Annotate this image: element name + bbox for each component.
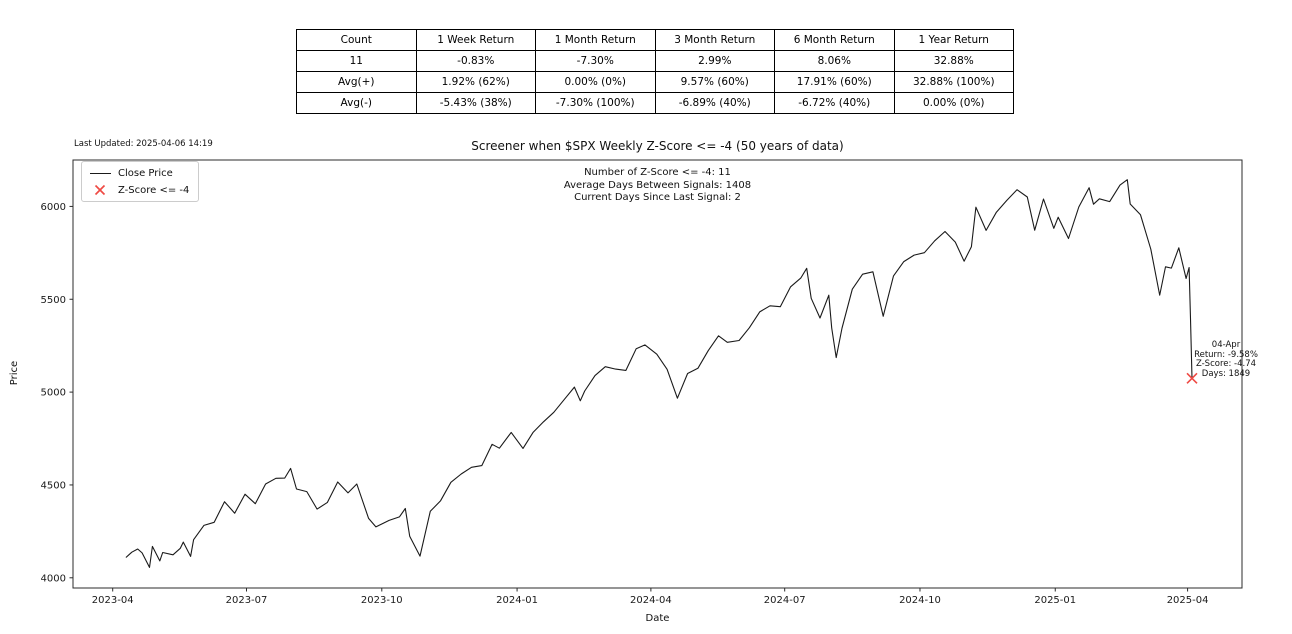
last-updated-text: Last Updated: 2025-04-06 14:19 — [74, 139, 213, 149]
table-cell: Avg(-) — [296, 92, 417, 114]
y-tick-label: 6000 — [41, 202, 66, 213]
table-header-row: Count 1 Week Return 1 Month Return 3 Month … — [296, 29, 1014, 51]
table-cell: 0.00% (0%) — [893, 92, 1014, 114]
signal-annotation-line: 04-Apr — [1211, 340, 1241, 350]
legend-label: Close Price — [118, 167, 173, 179]
x-tick-label: 2023-10 — [361, 595, 403, 606]
chart-title: Screener when $SPX Weekly Z-Score <= -4 … — [471, 139, 844, 153]
x-tick-label: 2024-04 — [630, 595, 672, 606]
stats-annotation-line: Current Days Since Last Signal: 2 — [574, 192, 741, 203]
y-tick-label: 5500 — [41, 295, 66, 306]
x-marker-icon — [89, 184, 111, 196]
y-tick-label: 4500 — [41, 480, 66, 491]
stats-annotation-line: Average Days Between Signals: 1408 — [563, 179, 752, 191]
table-cell: 1.92% (62%) — [415, 71, 536, 93]
table-cell: -7.30% (100%) — [535, 92, 656, 114]
x-tick-label: 2025-01 — [1034, 595, 1076, 606]
y-tick-label: 4000 — [41, 573, 66, 584]
x-axis-label: Date — [645, 613, 670, 624]
x-tick-label: 2023-07 — [226, 595, 268, 606]
table-cell: 17.91% (60%) — [774, 71, 895, 93]
returns-table-body: Count 1 Week Return 1 Month Return 3 Month … — [296, 29, 1014, 114]
table-cell: 9.57% (60%) — [654, 71, 775, 93]
line-sample — [89, 172, 111, 174]
y-tick-label: 5000 — [41, 388, 66, 399]
legend-entry: Z-Score <= -4 — [89, 183, 189, 197]
line-sample-icon — [89, 172, 111, 174]
x-tick-label: 2023-04 — [92, 595, 134, 606]
stats-annotation-line: Number of Z-Score <= -4: 11 — [584, 167, 731, 178]
plot-border — [72, 159, 1243, 589]
legend-label: Z-Score <= -4 — [118, 184, 190, 196]
table-header-cell: 6 Month Return — [774, 29, 895, 51]
legend-entry: Close Price — [89, 166, 189, 180]
signal-annotation-line: Return: -9.58% — [1194, 349, 1258, 360]
table-cell: Avg(+) — [296, 71, 417, 93]
x-tick-label: 2025-04 — [1167, 595, 1209, 606]
x-tick-label: 2024-10 — [899, 595, 941, 606]
table-row: Avg(-) -5.43% (38%) -7.30% (100%) -6.89% (4… — [296, 92, 1014, 114]
x-tick-label: 2024-01 — [496, 595, 538, 606]
returns-summary-table: Count 1 Week Return 1 Month Return 3 Month … — [296, 29, 1014, 114]
signal-marker-annotation: 04-Apr Return: -9.58% Z-Score: -4.74 Days: … — [1187, 340, 1265, 379]
table-cell: -6.89% (40%) — [654, 92, 775, 114]
stats-annotation: Number of Z-Score <= -4: 11 Average Days … — [73, 167, 1242, 205]
x-tick-label: 2024-07 — [764, 595, 806, 606]
legend: Close Price Z-Score <= -4 — [81, 161, 200, 202]
table-cell: 32.88% (100%) — [893, 71, 1014, 93]
table-cell: -5.43% (38%) — [415, 92, 536, 114]
signal-annotation-line: Z-Score: -4.74 — [1195, 359, 1257, 369]
close-price-line — [125, 179, 1193, 568]
signal-x-marker — [1186, 372, 1198, 384]
y-axis-label: Price — [9, 360, 20, 386]
table-row: Avg(+) 1.92% (62%) 0.00% (0%) 9.57% (60%) 17… — [296, 71, 1014, 93]
signal-annotation-line: Days: 1849 — [1201, 368, 1251, 379]
